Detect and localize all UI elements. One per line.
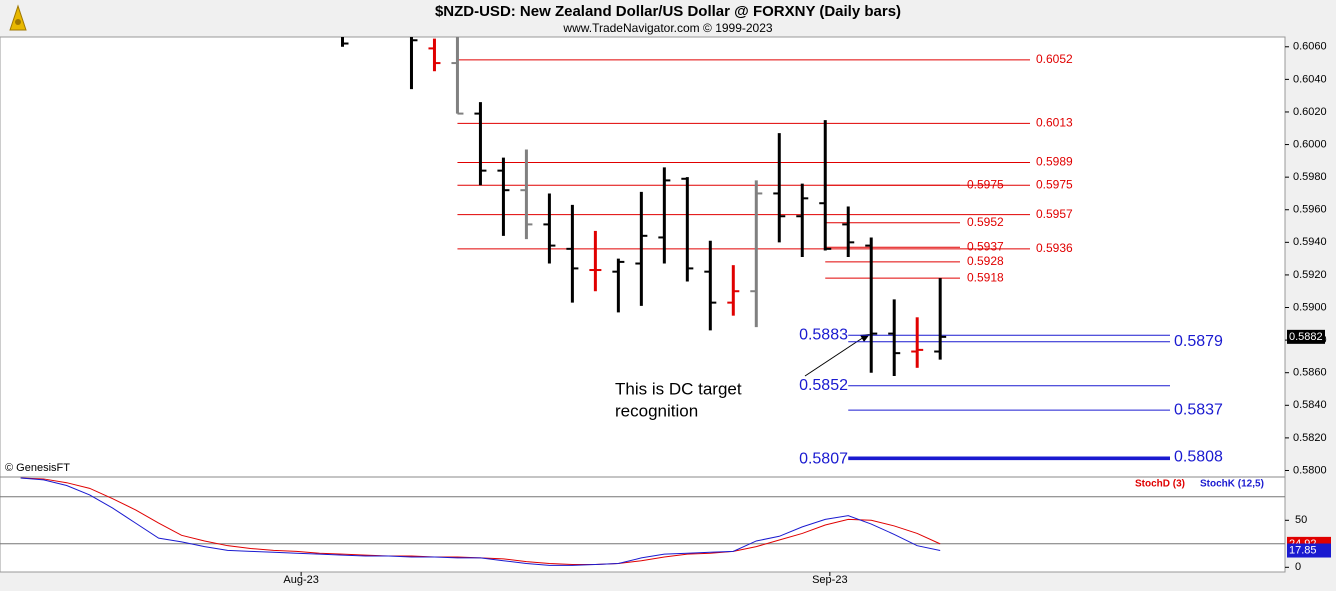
y-tick-label: 0 [1295,561,1301,573]
level-label: 0.5808 [1174,449,1223,466]
chart-subtitle: www.TradeNavigator.com © 1999-2023 [562,21,772,35]
level-label: 0.6052 [1036,52,1073,66]
y-tick-label: 0.5840 [1293,399,1327,411]
annotation: This is DC target [615,379,742,398]
y-tick-label: 0.5800 [1293,464,1327,476]
indicator-line [20,477,941,566]
level-label: 0.5852 [799,377,848,394]
y-tick-label: 0.5860 [1293,367,1327,379]
level-label: 0.5936 [1036,241,1073,255]
y-tick-label: 0.6020 [1293,106,1327,118]
chart-title: $NZD-USD: New Zealand Dollar/US Dollar @… [435,3,901,20]
logo [9,4,27,31]
source-label: © GenesisFT [5,462,70,474]
y-tick-label: 0.6060 [1293,41,1327,53]
y-tick-label: 0.5980 [1293,171,1327,183]
level-label: 0.5879 [1174,333,1223,350]
legend-entry: StochK (12,5) [1200,479,1264,490]
x-tick-label: Sep-23 [812,574,847,586]
y-tick-label: 0.5940 [1293,236,1327,248]
value-label: 17.85 [1289,544,1317,556]
level-label: 0.5918 [967,270,1004,284]
level-label: 0.5807 [799,450,848,467]
last-price-label: 0.5882 [1289,331,1323,343]
level-label: 0.6013 [1036,116,1073,130]
level-label: 0.5989 [1036,155,1073,169]
level-label: 0.5837 [1174,401,1223,418]
level-label: 0.5975 [967,177,1004,191]
level-label: 0.5883 [799,326,848,343]
arrow-head [860,334,870,342]
level-label: 0.5957 [1036,207,1073,221]
annotation-arrow [804,336,865,377]
price-panel [341,37,1170,461]
last-price-box [1287,329,1325,344]
y-tick-label: 0.5960 [1293,204,1327,216]
level-label: 0.5975 [1036,177,1073,191]
level-label: 0.5928 [967,254,1004,268]
value-box [1287,543,1331,558]
y-tick-label: 0.5820 [1293,432,1327,444]
y-tick-label: 50 [1295,514,1307,526]
level-label: 0.5937 [967,239,1004,253]
y-tick-label: 0.5920 [1293,269,1327,281]
legend-entry: StochD (3) [1135,479,1185,490]
level-label: 0.5952 [967,215,1004,229]
x-tick-label: Aug-23 [283,574,318,586]
y-tick-label: 0.5900 [1293,301,1327,313]
y-tick-label: 0.6000 [1293,138,1327,150]
y-tick-label: 0.6040 [1293,73,1327,85]
annotation: recognition [615,401,698,420]
